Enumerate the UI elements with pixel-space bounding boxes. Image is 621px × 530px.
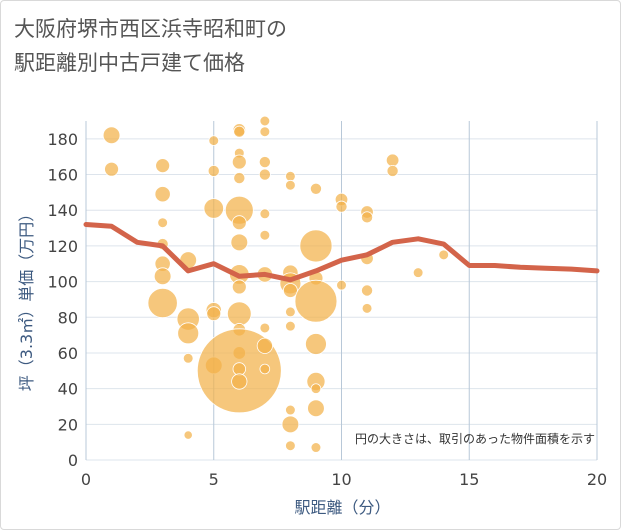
bubble-point-1	[104, 161, 119, 177]
x-tick-label-15: 15	[459, 470, 479, 489]
bubble-point-40	[259, 208, 271, 220]
bubble-point-63	[307, 399, 325, 418]
bubble-point-59	[294, 279, 338, 323]
bubble-point-41	[259, 229, 271, 241]
bubble-point-67	[336, 279, 347, 291]
y-tick-label-40: 40	[58, 380, 78, 399]
y-tick-label-120: 120	[47, 237, 78, 256]
bubble-point-27	[230, 233, 249, 252]
y-tick-label-0: 0	[68, 451, 78, 470]
average-price-line	[83, 222, 600, 283]
x-tick-label-20: 20	[587, 470, 607, 489]
bubble-point-53	[285, 404, 296, 416]
bubble-layer	[102, 115, 450, 453]
y-tick-label-160: 160	[47, 166, 78, 185]
bubble-point-46	[285, 171, 296, 182]
bubble-point-51	[285, 306, 296, 318]
bubble-point-36	[259, 115, 271, 127]
tick-labels: 0 20 40 60 80 100 120 140 160 180 0 5 10 15 20	[47, 130, 607, 489]
bubble-point-64	[310, 442, 322, 453]
bubble-point-69	[361, 211, 374, 224]
y-axis-title: 坪（3.3㎡）単価（万円）	[17, 206, 36, 391]
bubble-point-75	[412, 267, 424, 278]
bubble-point-14	[208, 135, 220, 146]
chart-title-line-1: 大阪府堺市西区浜寺昭和町の	[14, 17, 287, 41]
bubble-point-44	[256, 337, 273, 354]
bubble-point-26	[231, 215, 247, 231]
bubble-point-45	[259, 363, 271, 375]
bubble-point-15	[207, 164, 220, 177]
bubble-point-12	[182, 352, 194, 364]
bubble-point-55	[285, 440, 296, 452]
bubble-point-21	[233, 125, 246, 138]
bubble-point-38	[258, 156, 271, 169]
bubble-point-43	[259, 322, 271, 334]
bubble-point-54	[281, 415, 300, 434]
bubble-point-13	[183, 430, 193, 440]
bubble-point-71	[361, 284, 374, 297]
y-tick-label-140: 140	[47, 201, 78, 220]
bubble-point-2	[155, 158, 171, 174]
bubble-point-29	[231, 279, 247, 295]
y-tick-label-180: 180	[47, 130, 78, 149]
bubble-point-16	[203, 198, 224, 219]
bubble-point-47	[285, 179, 296, 191]
bubble-point-23	[231, 154, 247, 170]
chart-title-line-2: 駅距離別中古戸建て価格	[14, 51, 245, 75]
bubble-point-74	[386, 164, 399, 177]
bubble-point-11	[177, 322, 200, 345]
y-tick-label-100: 100	[47, 273, 78, 292]
size-legend-note: 円の大きさは、取引のあった物件面積を示す	[355, 431, 595, 446]
x-axis-title: 駅距離（分）	[294, 498, 390, 517]
bubble-point-30	[227, 301, 252, 326]
average-line-layer	[83, 222, 600, 283]
bubble-point-39	[258, 168, 271, 181]
bubble-point-50	[282, 283, 298, 298]
bubble-point-60	[305, 333, 327, 355]
bubble-point-62	[310, 383, 322, 394]
x-tick-label-5: 5	[209, 470, 219, 489]
bubble-point-8	[147, 287, 178, 319]
bubble-point-0	[102, 126, 121, 145]
bubble-point-35	[231, 373, 248, 390]
y-tick-label-20: 20	[58, 415, 78, 434]
bubble-point-76	[438, 249, 450, 261]
y-tick-label-80: 80	[58, 308, 78, 327]
bubble-point-72	[361, 303, 373, 314]
grid-lines	[85, 121, 598, 461]
bubble-point-7	[153, 267, 172, 286]
bubble-point-66	[335, 200, 348, 213]
bubble-point-56	[309, 182, 322, 195]
bubble-point-3	[154, 186, 171, 203]
bubble-point-52	[285, 320, 296, 332]
bubble-point-4	[157, 217, 168, 229]
x-tick-label-10: 10	[331, 470, 351, 489]
y-tick-label-60: 60	[58, 344, 78, 363]
bubble-point-73	[385, 153, 400, 167]
chart-title: 大阪府堺市西区浜寺昭和町の 駅距離別中古戸建て価格	[14, 12, 287, 80]
bubble-point-37	[259, 126, 271, 138]
bubble-point-57	[299, 229, 333, 263]
bubble-point-18	[206, 306, 222, 322]
x-tick-label-0: 0	[81, 470, 91, 489]
bubble-point-24	[233, 172, 246, 185]
